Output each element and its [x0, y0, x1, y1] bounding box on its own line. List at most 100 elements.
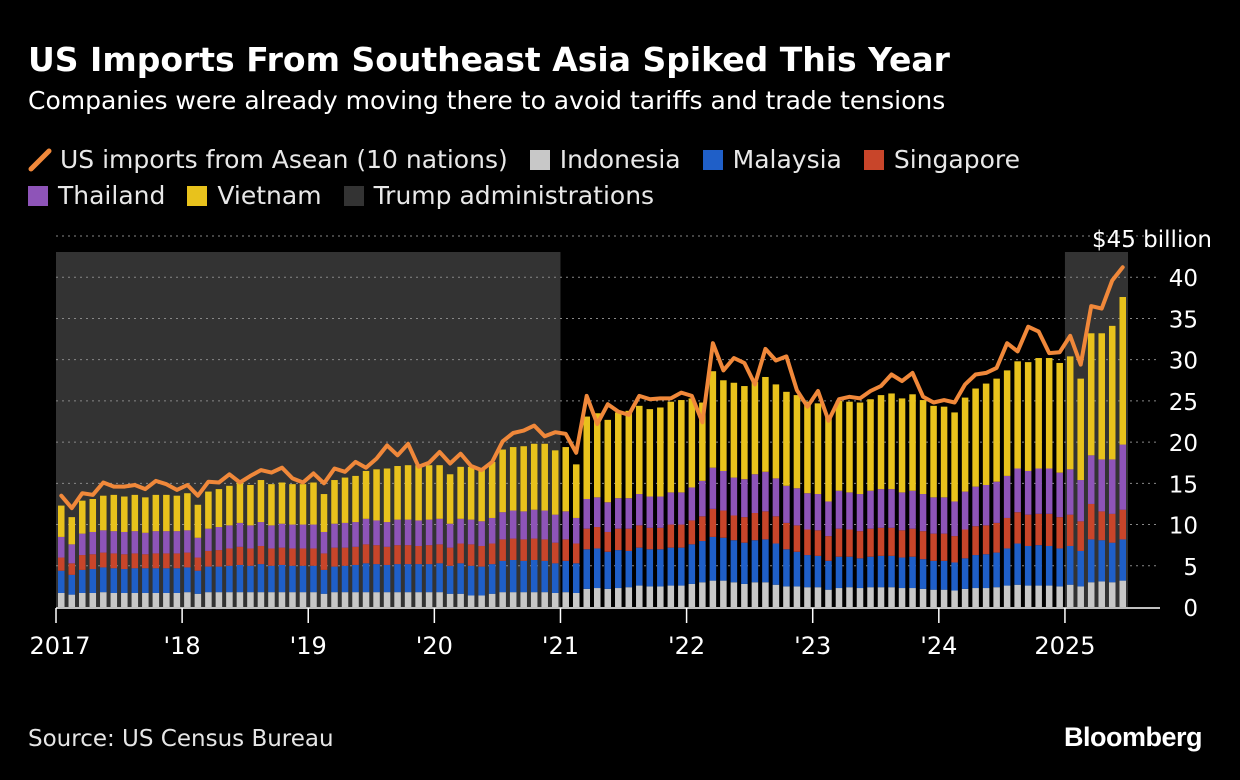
bar-vietnam-2: [79, 500, 86, 534]
legend-label-indonesia: Indonesia: [559, 145, 681, 174]
bar-malaysia-82: [919, 559, 927, 589]
bar-vietnam-96: [1066, 356, 1074, 470]
bar-thailand-70: [793, 488, 801, 526]
bar-malaysia-97: [1077, 550, 1084, 587]
bar-malaysia-67: [762, 539, 769, 583]
bar-singapore-5: [110, 553, 118, 569]
bar-indonesia-72: [814, 587, 822, 607]
bar-singapore-100: [1108, 513, 1116, 543]
bar-vietnam-79: [888, 393, 895, 490]
bar-vietnam-99: [1098, 333, 1105, 460]
bar-malaysia-95: [1056, 548, 1063, 587]
bar-singapore-79: [888, 527, 895, 556]
bar-indonesia-40: [478, 595, 485, 607]
bar-singapore-56: [646, 527, 654, 550]
bar-thailand-44: [520, 511, 527, 540]
bar-malaysia-28: [352, 564, 359, 593]
x-tick-label-5: '22: [668, 632, 705, 660]
bar-malaysia-80: [898, 557, 906, 589]
bar-indonesia-55: [636, 585, 643, 607]
bar-singapore-32: [394, 545, 401, 565]
bar-indonesia-35: [425, 592, 433, 607]
bar-singapore-8: [142, 554, 149, 569]
bar-singapore-43: [509, 538, 517, 561]
bar-singapore-58: [667, 524, 675, 548]
bar-malaysia-81: [909, 556, 916, 589]
bar-malaysia-79: [888, 555, 895, 588]
bar-singapore-87: [972, 526, 979, 556]
bar-vietnam-6: [121, 496, 128, 532]
bar-vietnam-24: [310, 482, 317, 525]
bar-singapore-59: [678, 524, 685, 548]
bar-singapore-40: [478, 545, 485, 567]
bar-malaysia-40: [478, 566, 485, 596]
bar-vietnam-12: [184, 493, 191, 531]
bar-indonesia-33: [404, 592, 412, 607]
bar-malaysia-43: [509, 560, 517, 593]
bar-thailand-89: [993, 481, 1000, 523]
bar-vietnam-18: [247, 484, 254, 526]
bar-vietnam-46: [541, 443, 548, 511]
bar-vietnam-20: [268, 484, 275, 526]
bar-indonesia-75: [846, 587, 853, 607]
bar-singapore-93: [1035, 513, 1042, 546]
bar-malaysia-27: [341, 565, 349, 593]
bar-indonesia-14: [205, 592, 212, 607]
bar-thailand-59: [678, 492, 685, 525]
y-tick-label-15: 15: [1169, 472, 1198, 498]
bar-thailand-62: [709, 467, 717, 509]
bar-indonesia-84: [940, 589, 948, 607]
bar-singapore-41: [488, 543, 496, 565]
bar-thailand-60: [688, 487, 696, 521]
bar-malaysia-21: [278, 564, 286, 593]
bar-singapore-63: [720, 510, 727, 538]
bar-vietnam-71: [804, 401, 811, 494]
legend-label-asean: US imports from Asean (10 nations): [60, 145, 508, 174]
shade-layer: [56, 252, 1128, 607]
bar-indonesia-37: [446, 593, 454, 607]
bar-singapore-55: [636, 525, 643, 548]
bar-thailand-100: [1108, 459, 1116, 514]
bar-thailand-73: [825, 501, 832, 537]
bar-indonesia-49: [572, 592, 580, 607]
bar-thailand-48: [562, 511, 569, 540]
legend-label-thailand: Thailand: [58, 181, 166, 210]
bar-thailand-51: [593, 497, 601, 528]
bar-thailand-67: [762, 471, 769, 512]
bar-vietnam-31: [383, 468, 391, 523]
bar-malaysia-63: [720, 537, 727, 581]
bar-malaysia-47: [551, 563, 559, 593]
bar-vietnam-3: [89, 498, 97, 532]
bar-indonesia-91: [1014, 584, 1021, 607]
legend-item-asean: US imports from Asean (10 nations): [28, 142, 508, 178]
bar-thailand-31: [383, 522, 391, 547]
bar-indonesia-79: [888, 587, 895, 607]
bar-vietnam-41: [488, 461, 496, 518]
legend-item-indonesia: Indonesia: [529, 142, 681, 178]
bar-malaysia-72: [814, 555, 822, 588]
bar-thailand-95: [1056, 472, 1063, 518]
bar-singapore-76: [856, 531, 864, 559]
bar-singapore-65: [741, 517, 748, 543]
bar-indonesia-90: [1003, 585, 1011, 607]
bar-vietnam-17: [236, 481, 244, 523]
bar-vietnam-94: [1045, 358, 1053, 469]
x-tick-label-2: '19: [290, 632, 327, 660]
bar-vietnam-101: [1119, 297, 1127, 445]
bar-malaysia-94: [1045, 545, 1053, 586]
bar-vietnam-11: [173, 495, 181, 532]
bar-thailand-76: [856, 494, 864, 532]
bar-vietnam-65: [741, 386, 748, 480]
bar-singapore-99: [1098, 511, 1105, 541]
x-tick-label-6: '23: [794, 632, 831, 660]
bar-vietnam-29: [362, 470, 370, 519]
bar-thailand-58: [667, 492, 675, 525]
bar-vietnam-40: [478, 469, 485, 522]
bar-vietnam-93: [1035, 358, 1042, 469]
bar-indonesia-82: [919, 588, 927, 607]
bar-malaysia-69: [783, 549, 790, 587]
bar-singapore-83: [930, 533, 937, 561]
bar-singapore-45: [530, 538, 538, 561]
bar-singapore-71: [804, 529, 811, 556]
bar-malaysia-13: [194, 570, 202, 594]
